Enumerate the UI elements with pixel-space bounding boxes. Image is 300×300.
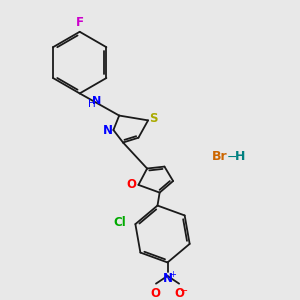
Text: Br: Br <box>212 151 227 164</box>
Text: H: H <box>88 98 96 109</box>
Text: N: N <box>92 96 101 106</box>
Text: O: O <box>174 286 184 299</box>
Text: O: O <box>127 178 137 191</box>
Text: S: S <box>150 112 158 125</box>
Text: N: N <box>163 272 172 285</box>
Text: O: O <box>150 286 160 299</box>
Text: F: F <box>76 16 84 29</box>
Text: Cl: Cl <box>113 216 126 229</box>
Text: N: N <box>103 124 112 136</box>
Text: H: H <box>235 151 246 164</box>
Text: −: − <box>180 286 188 296</box>
Text: +: + <box>169 270 176 279</box>
Text: −: − <box>226 151 237 164</box>
